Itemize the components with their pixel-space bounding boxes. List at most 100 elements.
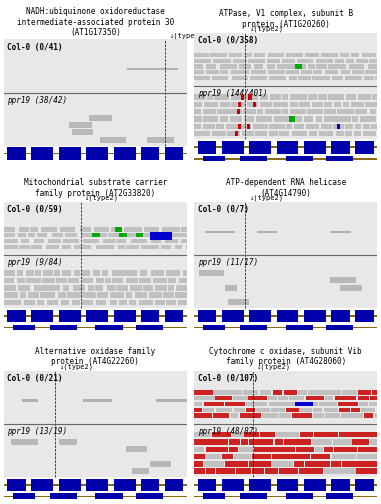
Bar <box>275 439 283 445</box>
Bar <box>232 432 244 437</box>
Bar <box>86 479 108 491</box>
Bar <box>319 402 337 406</box>
Bar <box>254 65 264 69</box>
Text: ATPase, V1 complex, subunit B
protein (AT1G20260): ATPase, V1 complex, subunit B protein (A… <box>219 10 353 29</box>
Bar <box>308 65 315 69</box>
Bar <box>357 469 376 474</box>
Bar <box>194 371 377 424</box>
Bar <box>194 202 377 255</box>
Bar <box>161 244 171 249</box>
Bar <box>69 122 92 128</box>
Bar <box>265 469 278 474</box>
Bar <box>250 461 271 467</box>
Bar <box>282 109 288 114</box>
Bar <box>50 162 77 168</box>
Bar <box>359 402 368 406</box>
Bar <box>220 102 230 107</box>
Bar <box>131 468 149 474</box>
Bar <box>279 469 298 474</box>
Bar <box>194 432 211 437</box>
Bar <box>77 168 187 169</box>
Bar <box>216 408 232 412</box>
Bar <box>298 65 306 69</box>
Bar <box>222 454 233 459</box>
Bar <box>249 141 271 154</box>
Bar <box>286 70 299 74</box>
Bar <box>77 331 187 332</box>
Bar <box>332 454 356 459</box>
Bar <box>82 292 96 298</box>
Bar <box>290 102 298 107</box>
Bar <box>4 244 18 249</box>
Bar <box>4 316 187 317</box>
Bar <box>4 484 187 486</box>
Bar <box>368 65 381 69</box>
Bar <box>194 396 215 401</box>
Bar <box>245 432 259 437</box>
Bar <box>292 131 307 137</box>
Bar <box>239 65 251 69</box>
Bar <box>357 454 377 459</box>
Bar <box>372 94 381 100</box>
Bar <box>339 408 350 412</box>
Bar <box>325 413 341 418</box>
Bar <box>81 271 90 276</box>
Bar <box>234 408 245 412</box>
Bar <box>86 147 108 160</box>
Bar <box>194 402 202 406</box>
Text: ↓(type1): ↓(type1) <box>168 32 203 39</box>
Bar <box>321 123 332 129</box>
Bar <box>139 278 151 283</box>
Bar <box>165 479 183 491</box>
Bar <box>244 116 254 122</box>
Bar <box>236 123 251 129</box>
Bar <box>194 147 377 148</box>
Bar <box>257 109 263 114</box>
Bar <box>21 239 29 243</box>
Bar <box>98 292 108 298</box>
Bar <box>89 115 112 120</box>
Bar <box>358 391 371 395</box>
Bar <box>260 102 272 107</box>
Bar <box>34 285 47 290</box>
Bar <box>110 300 117 305</box>
Bar <box>144 227 159 232</box>
Bar <box>300 432 313 437</box>
Bar <box>126 292 131 298</box>
Bar <box>46 300 58 305</box>
Bar <box>341 461 366 467</box>
Bar <box>194 53 209 57</box>
Bar <box>259 391 271 395</box>
Bar <box>59 147 81 160</box>
Bar <box>370 396 381 401</box>
Bar <box>119 300 127 305</box>
Bar <box>129 300 136 305</box>
Bar <box>140 271 147 276</box>
Bar <box>59 439 77 445</box>
Bar <box>294 123 304 129</box>
Bar <box>198 310 216 323</box>
Bar <box>296 94 307 100</box>
Bar <box>63 239 80 243</box>
Bar <box>271 408 285 412</box>
Bar <box>142 285 153 290</box>
Bar <box>233 396 248 401</box>
Bar <box>149 292 162 298</box>
Bar <box>4 93 187 146</box>
Bar <box>47 285 61 290</box>
Bar <box>325 70 338 74</box>
Bar <box>194 255 377 308</box>
Bar <box>323 469 336 474</box>
Bar <box>363 123 370 129</box>
Bar <box>134 68 166 70</box>
Bar <box>83 278 93 283</box>
Bar <box>194 70 204 74</box>
Bar <box>247 123 250 129</box>
Bar <box>330 277 356 283</box>
Bar <box>222 141 243 154</box>
Bar <box>290 94 296 100</box>
Text: Alternative oxidase family
protein (AT4G22260): Alternative oxidase family protein (AT4G… <box>35 347 155 366</box>
Bar <box>238 102 241 107</box>
Bar <box>194 327 377 329</box>
Bar <box>313 70 322 74</box>
